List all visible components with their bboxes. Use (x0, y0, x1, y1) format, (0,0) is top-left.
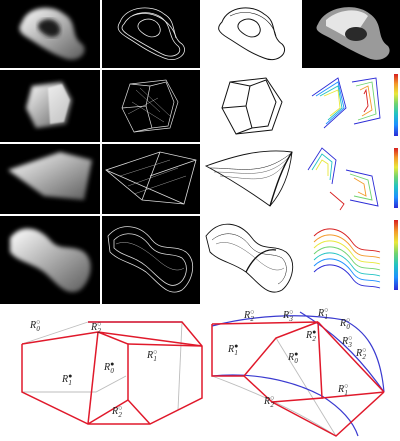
contour-loop-hole (345, 27, 367, 41)
linedrawing-prism-shape (221, 77, 283, 135)
contour-prism-plot (311, 77, 381, 129)
cell-r3-c2 (102, 144, 200, 214)
cell-r2-c2 (102, 70, 200, 142)
cell-r3-c3 (202, 144, 300, 214)
label-r1-bottom-right-sheet: R○ 1 (337, 382, 348, 397)
label-r0-outer: R○ 0 (29, 318, 40, 333)
row-4-twisted-band (0, 216, 400, 304)
label-r2-top: R○ 2 (90, 320, 101, 335)
cell-r4-c3 (202, 216, 300, 304)
cell-r1-c2 (102, 0, 200, 68)
cell-r3-c4 (302, 144, 400, 214)
label-r1-right: R○ 1 (146, 348, 157, 363)
prism-red-edges (21, 321, 203, 425)
contour-loop-highlight (326, 10, 368, 40)
sheet-red-edges (211, 321, 385, 437)
row-3-folded-sheet (0, 144, 400, 214)
colorbar-row-3 (394, 148, 398, 208)
density-band-shape (10, 228, 91, 293)
colorbar-row-4 (394, 220, 398, 290)
label-r0-center-sheet: R● 0 (287, 350, 298, 365)
label-r2-bottom: R○ 2 (111, 404, 122, 419)
boundary-loop-shape (117, 7, 185, 60)
label-r0-center: R● 0 (103, 360, 114, 375)
linedrawing-band-shape (205, 223, 294, 293)
label-r1-top-sheet: R○ 1 (317, 306, 328, 321)
label-r2-right-sheet: R○ 2 (355, 346, 366, 361)
sheet-partition-diagram: R○ 2 R○ 3 R○ 1 R○ 0 R● 1 R● 2 R● 0 R○ 3 R○ 2 R○ 1 … (211, 306, 385, 437)
prism-hidden-edges (21, 321, 183, 411)
prism-partition-diagram: R○ 0 R○ 2 R○ 1 R● 1 R● 0 R○ 2 (21, 318, 203, 425)
label-r2-bottom-sheet: R○ 2 (263, 394, 274, 409)
boundary-prism-shape (121, 79, 179, 133)
label-r1-left: R● 1 (61, 372, 72, 387)
boundary-sheet-shape (105, 151, 197, 205)
label-r2-center-sheet: R● 2 (305, 328, 316, 343)
cell-r2-c4 (302, 70, 400, 142)
colorbar-row-2 (394, 74, 398, 136)
cell-r1-c3 (202, 0, 300, 68)
density-prism-face (48, 84, 70, 124)
linedrawing-loop-shape (218, 7, 286, 60)
row-2-prism (0, 70, 400, 142)
label-r3-top-sheet: R○ 3 (282, 308, 293, 323)
label-r0-right-sheet: R○ 0 (339, 316, 350, 331)
cell-r2-c3 (202, 70, 300, 142)
row-1-twisted-loop (0, 0, 400, 68)
label-r2-top-sheet: R○ 2 (243, 308, 254, 323)
label-r3-right-sheet: R○ 3 (341, 334, 352, 349)
boundary-band-shape (107, 226, 194, 293)
contour-sheet-plot (307, 147, 379, 211)
contour-band-plot (313, 228, 381, 289)
density-loop-hole (37, 19, 61, 37)
label-r1-left-sheet: R● 1 (227, 342, 238, 357)
density-sheet-shape (8, 152, 92, 200)
cell-r4-c4 (302, 216, 400, 304)
linedrawing-sheet-shape (204, 150, 293, 207)
